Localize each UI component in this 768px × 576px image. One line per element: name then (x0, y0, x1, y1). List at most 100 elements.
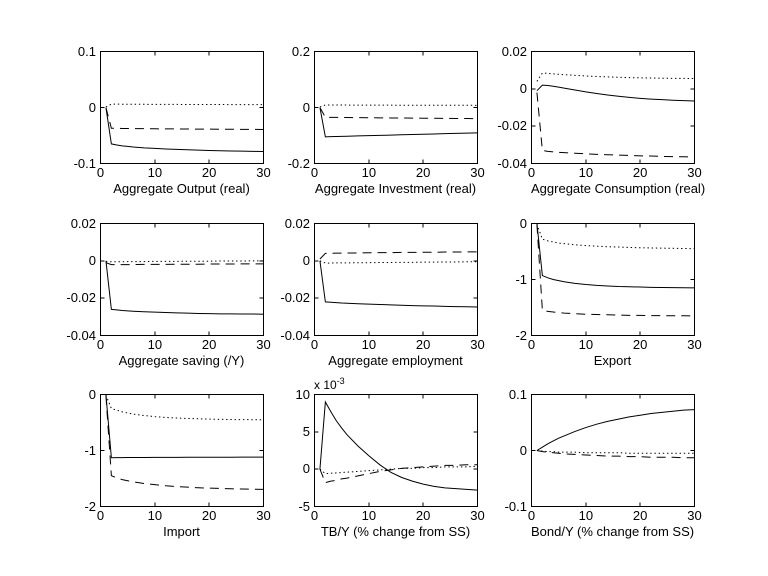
y-tick-label: 5 (302, 423, 310, 439)
y-tick-label: -0.1 (73, 155, 96, 171)
subplot-title: Aggregate saving (/Y) (118, 353, 245, 368)
subplot-title: Aggregate Consumption (real) (531, 181, 706, 196)
y-tick-label: 0.02 (501, 43, 527, 59)
y-tick-label: -0.02 (280, 290, 310, 306)
multiplier-exponent: -3 (336, 376, 345, 386)
x-tick-label: 10 (578, 337, 594, 352)
axes-box (314, 394, 478, 507)
multiplier-base: x 10 (314, 378, 337, 392)
subplot-title: Export (593, 353, 632, 368)
x-tick-label: 10 (147, 508, 163, 523)
y-tick-label: -2 (515, 327, 527, 343)
series-line-dashed (105, 395, 264, 490)
x-tick-label: 20 (415, 508, 431, 523)
axes-box (314, 223, 478, 336)
y-tick-label: 0.2 (291, 43, 310, 59)
series-line-dotted (536, 72, 695, 82)
series-line-dotted (319, 104, 478, 108)
series-line-solid (105, 394, 264, 459)
series-line-dashed (319, 464, 478, 484)
series-line-solid (319, 260, 478, 308)
x-tick-label: 0 (96, 165, 105, 180)
subplot-tby: x 10-3 TB/Y (% change from SS) 10 5 0 -5 0 10… (264, 376, 492, 551)
x-tick-label: 0 (527, 165, 536, 180)
y-tick-label: 0 (519, 215, 527, 231)
x-tick-label: 30 (256, 508, 271, 523)
y-tick-label: 0.1 (508, 386, 527, 402)
y-tick-label: 0 (88, 99, 96, 115)
y-tick-label: -0.02 (497, 118, 527, 134)
y-tick-label: -2 (84, 498, 96, 514)
axes-box (100, 51, 264, 164)
x-tick-label: 20 (632, 508, 648, 523)
y-tick-label: -0.04 (497, 155, 527, 171)
series-line-dashed (105, 107, 264, 130)
y-tick-label: -1 (515, 271, 527, 287)
x-tick-label: 30 (470, 165, 485, 180)
x-tick-label: 10 (361, 508, 377, 523)
x-tick-label: 10 (147, 337, 163, 352)
x-tick-label: 10 (578, 508, 594, 523)
x-tick-label: 0 (310, 337, 319, 352)
y-tick-label: -0.1 (504, 498, 527, 514)
plot-area (314, 223, 478, 336)
series-line-dotted (105, 394, 264, 421)
series-line-solid (105, 260, 264, 315)
x-tick-label: 30 (256, 337, 271, 352)
series-line-dashed (105, 262, 264, 266)
axis-multiplier-label: x 10-3 (314, 376, 345, 392)
axes-box (100, 394, 264, 507)
series-line-dotted (319, 260, 478, 264)
x-tick-label: 20 (632, 165, 648, 180)
subplot-bondy: Bond/Y (% change from SS) 0.1 0 -0.1 0 10 20 3… (481, 378, 709, 551)
series-line-solid (536, 409, 695, 451)
axes-box (531, 51, 695, 164)
subplot-aggregate-saving: Aggregate saving (/Y) 0.02 0 -0.02 -0.04 0 10… (50, 207, 278, 380)
axes-box (314, 51, 478, 164)
axes-box (100, 223, 264, 336)
axes-box (531, 223, 695, 336)
series-line-dashed (536, 92, 695, 158)
series-line-solid (536, 84, 695, 102)
y-tick-label: -1 (84, 442, 96, 458)
x-tick-label: 10 (578, 165, 594, 180)
x-tick-label: 30 (470, 508, 485, 523)
y-tick-label: -0.02 (66, 290, 96, 306)
x-tick-label: 30 (687, 508, 702, 523)
x-tick-label: 30 (470, 337, 485, 352)
subplot-aggregate-output: Aggregate Output (real) 0.1 0 -0.1 0 10 20 30 (50, 35, 278, 208)
x-tick-label: 20 (632, 337, 648, 352)
series-line-dotted (536, 223, 695, 250)
x-tick-label: 30 (687, 337, 702, 352)
series-line-dotted (105, 103, 264, 108)
plot-area (531, 51, 695, 164)
y-tick-label: -5 (298, 498, 310, 514)
x-tick-label: 10 (361, 337, 377, 352)
subplot-title: Aggregate Investment (real) (314, 181, 477, 196)
series-line-dotted (536, 450, 695, 454)
subplot-title: Aggregate employment (328, 353, 463, 368)
subplot-export: Export 0 -1 -2 0 10 20 30 (481, 207, 709, 380)
x-tick-label: 10 (361, 165, 377, 180)
subplot-title: TB/Y (% change from SS) (320, 524, 471, 539)
x-tick-label: 0 (527, 508, 536, 523)
y-tick-label: 0.02 (70, 215, 96, 231)
x-tick-label: 20 (415, 337, 431, 352)
series-line-dashed (319, 251, 478, 260)
subplot-title: Bond/Y (% change from SS) (531, 524, 695, 539)
x-tick-label: 0 (96, 337, 105, 352)
subplot-aggregate-investment: Aggregate Investment (real) 0.2 0 -0.2 0 10 2… (264, 35, 492, 208)
y-tick-label: 0.1 (77, 43, 96, 59)
y-tick-label: 0 (302, 252, 310, 268)
y-tick-label: -0.2 (287, 155, 310, 171)
series-line-solid (319, 107, 478, 138)
series-line-dotted (105, 260, 264, 263)
plot-area (100, 223, 264, 336)
y-tick-label: 0.02 (284, 215, 310, 231)
x-tick-label: 20 (201, 508, 217, 523)
y-tick-label: 0 (88, 386, 96, 402)
series-line-solid (105, 107, 264, 153)
subplot-title: Import (163, 524, 200, 539)
plot-area (531, 223, 695, 336)
plot-area (531, 394, 695, 507)
